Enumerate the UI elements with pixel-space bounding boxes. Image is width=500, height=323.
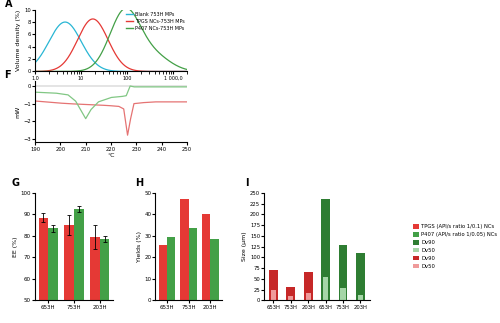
Bar (358, 295, 363, 300)
Legend: TPGS (API/s ratio 1/0.1) NCs, P407 (API/s ratio 1/0.05) NCs, Dv90, Dv50, Dv90, D: TPGS (API/s ratio 1/0.1) NCs, P407 (API/… (411, 222, 500, 271)
Bar (158, 245, 167, 300)
Bar (100, 239, 110, 323)
Legend: Blank 753H MPs, TPGS NCs-753H MPs, P407 NCs-753H MPs: Blank 753H MPs, TPGS NCs-753H MPs, P407 … (126, 12, 184, 30)
Text: D: D (335, 79, 342, 88)
Text: 1 μm: 1 μm (342, 62, 354, 67)
Y-axis label: Yields (%): Yields (%) (136, 231, 141, 262)
Bar (188, 228, 197, 300)
Bar (271, 290, 276, 300)
Bar (90, 237, 100, 323)
Text: E: E (416, 14, 422, 23)
Text: 1 μm: 1 μm (423, 121, 436, 127)
Bar (74, 209, 84, 323)
Bar (340, 288, 345, 300)
Bar (286, 287, 295, 300)
Bar (48, 228, 58, 323)
Y-axis label: mW: mW (16, 105, 20, 118)
Text: G: G (12, 179, 20, 188)
Bar (356, 253, 364, 300)
Text: 1 μm: 1 μm (342, 130, 354, 135)
Bar (202, 214, 210, 300)
Bar (210, 239, 218, 300)
Bar (338, 245, 347, 300)
Text: B: B (254, 14, 260, 23)
Bar (321, 199, 330, 300)
Text: C: C (335, 12, 341, 21)
Bar (288, 296, 294, 300)
X-axis label: Size classes (μm): Size classes (μm) (84, 82, 138, 87)
Text: A: A (4, 0, 12, 9)
Bar (180, 199, 188, 300)
Bar (167, 237, 175, 300)
Bar (306, 293, 311, 300)
Bar (304, 272, 312, 300)
Text: I: I (246, 179, 249, 188)
Y-axis label: Volume density (%): Volume density (%) (16, 10, 21, 71)
Bar (38, 218, 48, 323)
Text: 1 μm: 1 μm (261, 121, 274, 127)
Text: H: H (136, 179, 143, 188)
Bar (64, 225, 74, 323)
Y-axis label: Size (μm): Size (μm) (242, 232, 247, 261)
Bar (323, 277, 328, 300)
Y-axis label: EE (%): EE (%) (12, 236, 18, 257)
X-axis label: °C: °C (108, 153, 115, 158)
Text: F: F (4, 70, 11, 80)
Bar (269, 270, 278, 300)
